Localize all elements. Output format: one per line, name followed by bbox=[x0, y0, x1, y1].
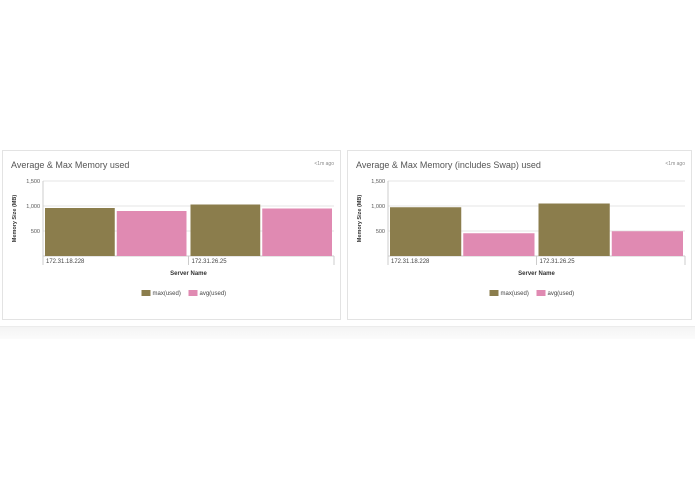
memory-swap-chart: 500 1,000 1,500 172.31.18.228 172.31.26.25 Se… bbox=[357, 179, 686, 297]
memory-used-chart: 500 1,000 1,500 172.31.18.228 172.31.26.25 Se… bbox=[12, 179, 335, 297]
dashboard: Average & Max Memory used <1m ago 500 1,0… bbox=[0, 150, 695, 340]
y-axis-label: Memory Size (MB) bbox=[12, 195, 18, 243]
legend-label: avg(used) bbox=[548, 291, 575, 297]
legend-swatch bbox=[188, 290, 198, 296]
bar bbox=[538, 203, 610, 256]
legend-label: max(used) bbox=[153, 291, 181, 297]
bar bbox=[390, 207, 462, 256]
next-row-strip bbox=[0, 326, 695, 339]
bar bbox=[45, 208, 115, 256]
panel-title: Average & Max Memory (includes Swap) use… bbox=[356, 160, 541, 170]
memory-swap-panel: Average & Max Memory (includes Swap) use… bbox=[347, 150, 692, 320]
x-axis-label: Server Name bbox=[518, 271, 555, 277]
y-tick-label: 500 bbox=[31, 229, 40, 235]
legend-swatch bbox=[141, 290, 151, 296]
panel-timestamp: <1m ago bbox=[665, 161, 685, 167]
panel-timestamp: <1m ago bbox=[314, 161, 334, 167]
x-tick-label: 172.31.26.25 bbox=[192, 259, 228, 265]
y-tick-label: 1,000 bbox=[371, 204, 385, 210]
panel-title: Average & Max Memory used bbox=[11, 160, 130, 170]
memory-used-panel: Average & Max Memory used <1m ago 500 1,0… bbox=[2, 150, 341, 320]
x-axis-label: Server Name bbox=[170, 271, 207, 277]
y-tick-label: 1,500 bbox=[371, 179, 385, 185]
x-tick-label: 172.31.18.228 bbox=[391, 259, 430, 265]
x-tick-label: 172.31.18.228 bbox=[46, 259, 85, 265]
y-tick-label: 1,000 bbox=[26, 204, 40, 210]
bar bbox=[190, 204, 261, 256]
legend-swatch bbox=[489, 290, 499, 296]
legend-swatch bbox=[536, 290, 546, 296]
y-axis-label: Memory Size (MB) bbox=[357, 195, 363, 243]
bar bbox=[116, 211, 187, 256]
bar bbox=[262, 208, 332, 256]
bar bbox=[463, 233, 535, 256]
y-tick-label: 500 bbox=[376, 229, 385, 235]
bar bbox=[611, 231, 683, 256]
legend-label: avg(used) bbox=[200, 291, 227, 297]
x-tick-label: 172.31.26.25 bbox=[540, 259, 576, 265]
y-tick-label: 1,500 bbox=[26, 179, 40, 185]
legend-label: max(used) bbox=[501, 291, 529, 297]
